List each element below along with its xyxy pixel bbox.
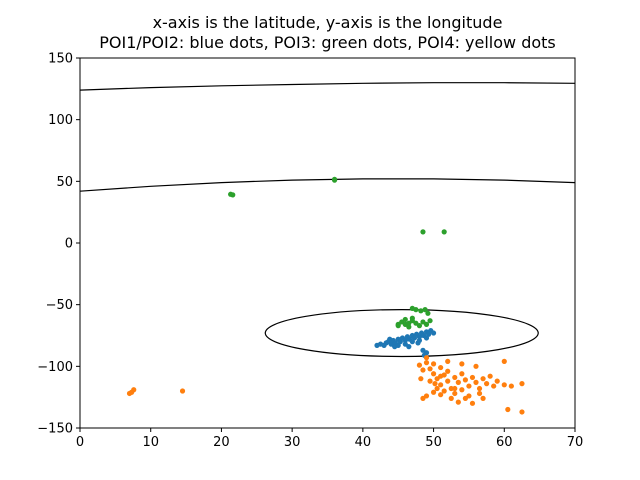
data-point-orange <box>501 382 507 388</box>
points-layer <box>126 176 525 415</box>
data-point-orange <box>432 381 438 387</box>
data-point-orange <box>501 358 507 364</box>
data-point-orange <box>427 378 433 384</box>
data-point-orange <box>416 362 423 368</box>
data-point-blue <box>392 344 398 350</box>
data-point-orange <box>473 379 479 385</box>
data-point-orange <box>487 373 493 379</box>
data-point-orange <box>452 385 458 392</box>
x-tick-label: 40 <box>355 435 372 450</box>
data-point-green <box>416 323 423 329</box>
data-point-orange <box>473 363 479 369</box>
data-point-orange <box>462 395 468 401</box>
data-point-orange <box>469 400 476 406</box>
data-point-orange <box>441 388 447 394</box>
data-point-orange <box>494 378 500 384</box>
x-tick-label: 50 <box>425 435 442 450</box>
data-point-orange <box>455 399 461 405</box>
data-point-blue <box>387 336 393 342</box>
x-tick-label: 0 <box>76 435 84 450</box>
chart-title-line-2: POI1/POI2: blue dots, POI3: green dots, … <box>99 33 556 52</box>
x-tick-label: 60 <box>496 435 513 450</box>
data-point-orange <box>476 390 483 397</box>
data-point-orange <box>423 355 430 361</box>
y-tick-label: −50 <box>46 298 73 313</box>
data-point-orange <box>455 379 461 385</box>
curves-layer <box>79 82 576 358</box>
data-point-orange <box>519 409 525 415</box>
data-point-orange <box>430 361 437 367</box>
data-point-orange <box>434 385 440 392</box>
data-point-orange <box>445 368 451 374</box>
curve-1 <box>79 82 576 91</box>
data-point-green <box>409 315 415 321</box>
data-point-orange <box>480 376 486 382</box>
data-point-orange <box>438 373 444 379</box>
data-point-blue <box>406 344 412 350</box>
data-point-orange <box>448 395 454 401</box>
data-point-orange <box>423 360 430 366</box>
data-point-blue <box>430 330 437 336</box>
y-tick-label: 150 <box>48 52 73 67</box>
data-point-green <box>422 307 428 313</box>
data-point-orange <box>438 382 444 388</box>
x-tick-label: 10 <box>142 435 159 450</box>
data-point-green <box>425 310 431 316</box>
axes-layer: 0 10 20 30 40 50 60 70 −150 −100 −50 0 50 100 150 <box>37 52 583 451</box>
data-point-orange <box>420 367 426 373</box>
data-point-orange <box>452 374 458 381</box>
data-point-orange <box>452 390 458 397</box>
data-point-green <box>423 321 430 327</box>
data-point-orange <box>459 387 465 393</box>
y-tick-label: 50 <box>56 175 73 190</box>
data-point-orange <box>462 377 468 383</box>
data-point-green <box>420 229 426 235</box>
data-point-orange <box>508 383 514 389</box>
data-point-green <box>427 318 433 324</box>
y-tick-label: −100 <box>37 360 73 375</box>
data-point-orange <box>484 381 490 387</box>
data-point-orange <box>179 388 186 394</box>
chart-title-line-1: x-axis is the latitude, y-axis is the lo… <box>153 13 503 32</box>
x-tick-label: 20 <box>213 435 230 450</box>
data-point-green <box>395 323 401 329</box>
data-point-orange <box>445 358 451 364</box>
x-tick-label: 30 <box>284 435 301 450</box>
data-point-orange <box>469 374 476 381</box>
data-point-orange <box>131 387 137 393</box>
data-point-orange <box>491 383 497 389</box>
data-point-green <box>230 192 236 198</box>
data-point-orange <box>430 371 437 377</box>
curve-2 <box>79 178 576 192</box>
data-point-green <box>418 308 424 314</box>
data-point-orange <box>466 383 472 389</box>
data-point-orange <box>505 406 511 413</box>
data-point-orange <box>420 395 426 401</box>
data-point-orange <box>519 381 525 387</box>
data-point-orange <box>438 392 444 398</box>
curve-ellipse <box>264 309 539 358</box>
y-tick-label: −150 <box>37 422 73 437</box>
data-point-orange <box>480 395 486 401</box>
data-point-orange <box>418 376 424 382</box>
y-tick-label: 100 <box>48 113 73 128</box>
data-point-green <box>441 229 447 235</box>
y-tick-label: 0 <box>65 237 73 252</box>
x-tick-label: 70 <box>567 435 584 450</box>
data-point-green <box>413 307 419 313</box>
data-point-orange <box>438 364 444 371</box>
data-point-orange <box>459 361 465 367</box>
data-point-orange <box>476 385 483 392</box>
data-point-green <box>402 316 408 323</box>
data-point-green <box>331 176 338 182</box>
data-point-orange <box>459 371 465 377</box>
data-point-green <box>406 324 412 330</box>
data-point-orange <box>445 378 451 384</box>
data-point-orange <box>430 389 437 395</box>
data-point-orange <box>427 366 433 372</box>
plot-frame <box>79 57 576 429</box>
data-point-blue <box>415 340 421 346</box>
